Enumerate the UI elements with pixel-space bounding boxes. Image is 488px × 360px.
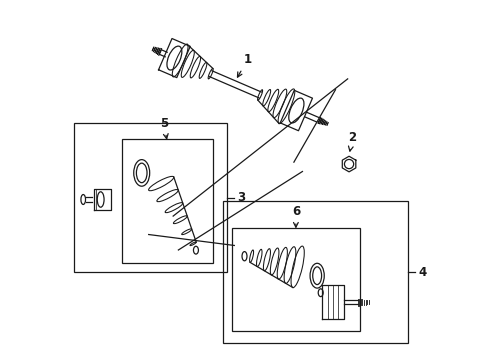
Text: 4: 4 (417, 266, 426, 279)
Text: 2: 2 (348, 131, 356, 151)
Bar (223, 201, 407, 343)
Text: 3: 3 (237, 191, 245, 204)
Text: 1: 1 (237, 53, 251, 77)
Bar (122, 139, 212, 263)
Bar (232, 228, 359, 330)
Text: 6: 6 (291, 206, 300, 227)
Text: 5: 5 (160, 117, 168, 139)
Bar (74, 123, 226, 272)
